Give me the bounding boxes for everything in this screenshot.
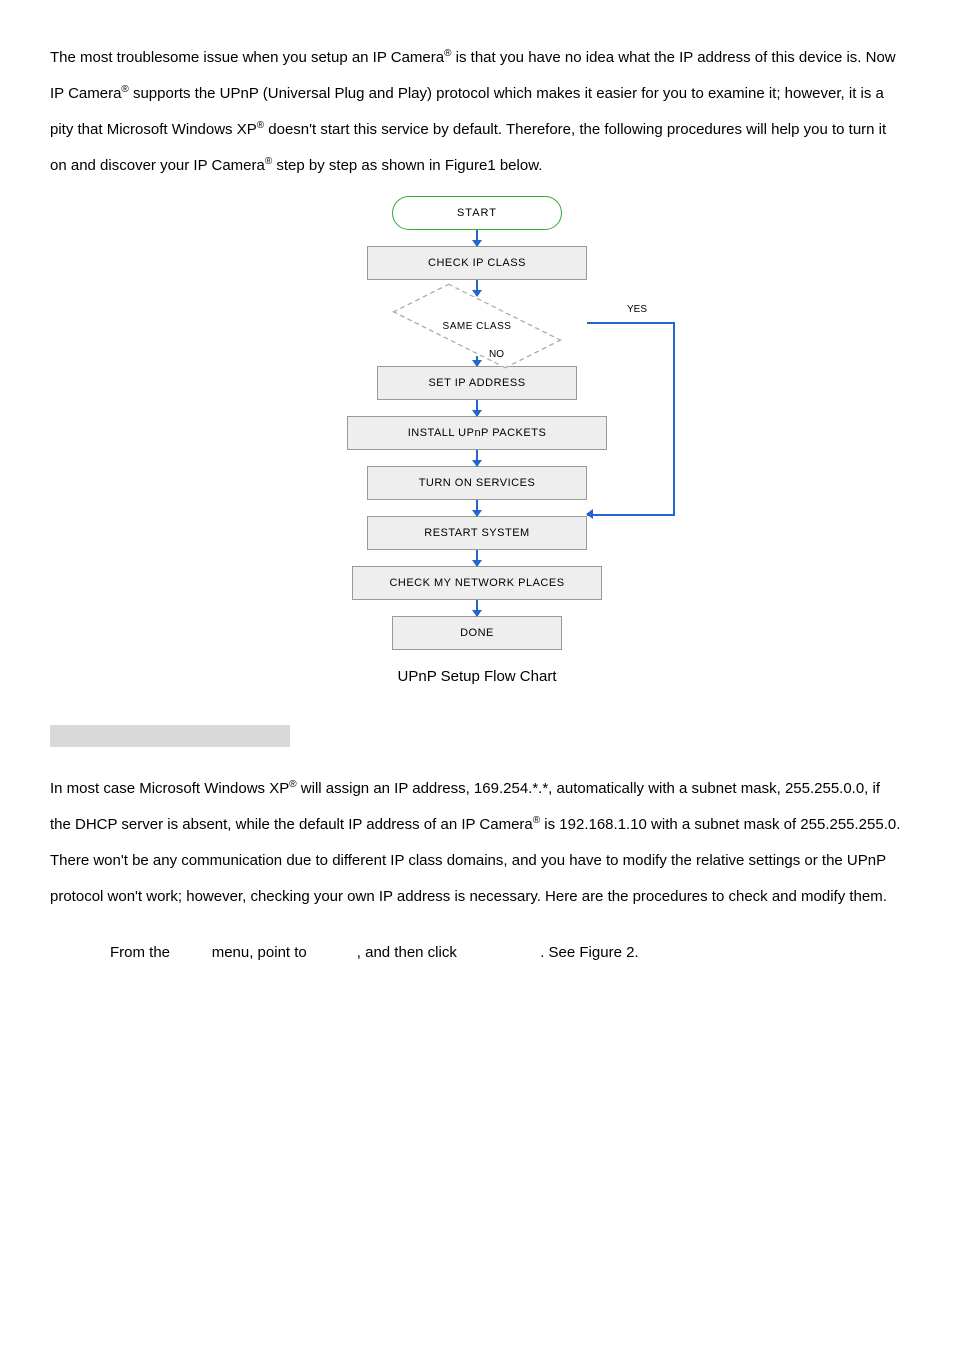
arrow-icon — [476, 230, 478, 246]
connector-line — [587, 322, 675, 516]
bottom-from: From the — [110, 944, 174, 961]
arrow-icon — [476, 500, 478, 516]
fc-turn-on-label: TURN ON SERVICES — [419, 477, 536, 489]
intro-text-a: The most troublesome issue when you setu… — [50, 49, 444, 66]
arrow-icon — [476, 280, 478, 296]
fc-start-label: START — [457, 207, 497, 219]
bottom-see: . See Figure 2. — [540, 944, 638, 961]
no-label: NO — [489, 349, 504, 360]
arrow-icon — [476, 600, 478, 616]
fc-check-class: CHECK IP CLASS — [367, 246, 587, 280]
fc-install: INSTALL UPnP PACKETS — [347, 416, 607, 450]
s2-text-a: In most case Microsoft Windows XP — [50, 780, 289, 797]
fc-done: DONE — [392, 616, 562, 650]
arrow-icon — [476, 400, 478, 416]
bottom-click: , and then click — [357, 944, 461, 961]
fc-decision: SAME CLASS YES NO — [367, 296, 587, 356]
flowchart: START CHECK IP CLASS SAME CLASS YES NO S… — [297, 196, 657, 650]
fc-set-ip: SET IP ADDRESS — [377, 366, 577, 400]
fc-check-places-label: CHECK MY NETWORK PLACES — [389, 577, 564, 589]
reg-3: ® — [257, 120, 264, 131]
arrow-icon — [476, 356, 478, 366]
fc-same-class-label: SAME CLASS — [443, 321, 512, 332]
fc-restart-label: RESTART SYSTEM — [424, 527, 529, 539]
fc-restart: RESTART SYSTEM — [367, 516, 587, 550]
reg-5: ® — [289, 779, 296, 790]
bottom-instruction: From the menu, point to , and then click… — [50, 935, 904, 971]
arrow-icon — [476, 550, 478, 566]
reg-2: ® — [121, 84, 128, 95]
arrow-icon — [476, 450, 478, 466]
fc-done-label: DONE — [460, 627, 494, 639]
fc-turn-on: TURN ON SERVICES — [367, 466, 587, 500]
bottom-menu: menu, point to — [208, 944, 311, 961]
intro-text-e: step by step as shown in Figure1 below. — [272, 157, 542, 174]
intro-paragraph: The most troublesome issue when you setu… — [50, 40, 904, 184]
fc-check-places: CHECK MY NETWORK PLACES — [352, 566, 602, 600]
flowchart-caption: UPnP Setup Flow Chart — [50, 668, 904, 685]
fc-check-class-label: CHECK IP CLASS — [428, 257, 526, 269]
fc-set-ip-label: SET IP ADDRESS — [428, 377, 525, 389]
section2-paragraph: In most case Microsoft Windows XP® will … — [50, 771, 904, 915]
fc-install-label: INSTALL UPnP PACKETS — [408, 427, 547, 439]
fc-start: START — [392, 196, 562, 230]
yes-label: YES — [627, 304, 647, 315]
section-heading-bar — [50, 725, 290, 747]
